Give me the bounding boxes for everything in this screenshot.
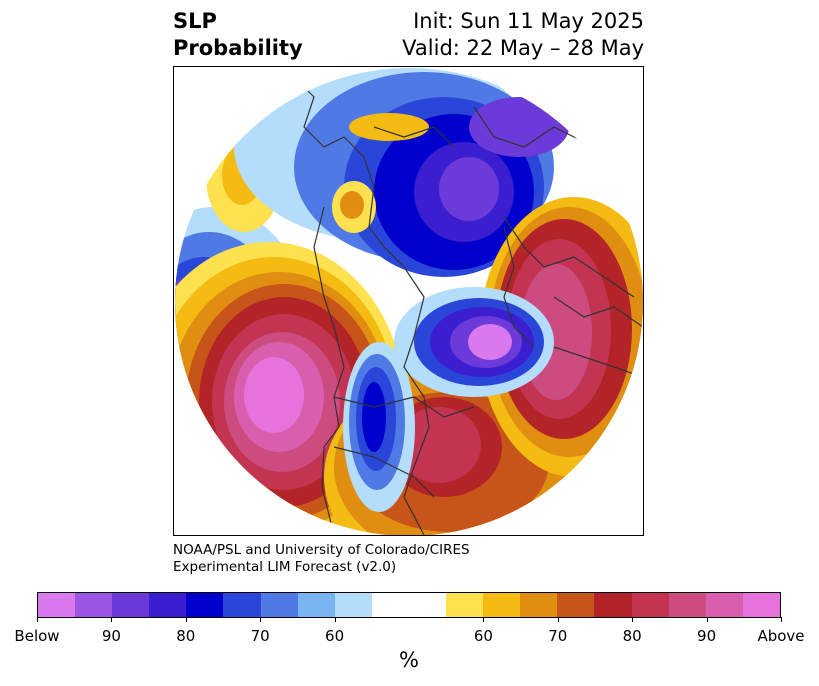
colorbar-tick-mark: [707, 617, 708, 622]
colorbar-tick-label: Below: [14, 627, 60, 645]
colorbar-segment: [371, 593, 447, 617]
colorbar-segment: [446, 593, 484, 617]
colorbar-segment: [149, 593, 187, 617]
colorbar-tick-label: 90: [101, 627, 121, 645]
colorbar-segment: [594, 593, 632, 617]
colorbar-segment: [223, 593, 261, 617]
colorbar-tick-mark: [260, 617, 261, 622]
colorbar-segment: [297, 593, 335, 617]
colorbar-tick-mark: [558, 617, 559, 622]
colorbar-segment: [75, 593, 113, 617]
probability-map: [175, 68, 643, 535]
colorbar-tick-label: 90: [697, 627, 717, 645]
colorbar-segment: [668, 593, 706, 617]
colorbar-tick-label: 70: [548, 627, 568, 645]
map-dates: Init: Sun 11 May 2025 Valid: 22 May – 28…: [402, 8, 644, 62]
valid-range: Valid: 22 May – 28 May: [402, 36, 644, 60]
colorbar-segment: [631, 593, 669, 617]
colorbar-segment: [705, 593, 743, 617]
probability-field: [175, 68, 643, 535]
colorbar-segment: [186, 593, 224, 617]
colorbar-segment: [557, 593, 595, 617]
colorbar-tick-mark: [111, 617, 112, 622]
colorbar-tick-mark: [186, 617, 187, 622]
credit-line-2: Experimental LIM Forecast (v2.0): [173, 559, 397, 575]
colorbar-segment: [483, 593, 521, 617]
colorbar-tick-label: 80: [622, 627, 642, 645]
colorbar-tick-mark: [483, 617, 484, 622]
title-quantity: Probability: [173, 36, 303, 60]
colorbar-segment: [38, 593, 76, 617]
title-variable: SLP: [173, 9, 217, 33]
colorbar-tick-label: Above: [757, 627, 805, 645]
colorbar-tick-mark: [632, 617, 633, 622]
credit-line-1: NOAA/PSL and University of Colorado/CIRE…: [173, 542, 470, 558]
colorbar: [37, 592, 781, 618]
map-panel: [173, 66, 644, 536]
init-date: Init: Sun 11 May 2025: [413, 9, 644, 33]
colorbar-unit-label: %: [399, 648, 419, 672]
colorbar-segment: [742, 593, 780, 617]
colorbar-segment: [112, 593, 150, 617]
colorbar-tick-label: 60: [473, 627, 493, 645]
map-title: SLP Probability: [173, 8, 303, 62]
colorbar-segment: [334, 593, 372, 617]
colorbar-segment: [260, 593, 298, 617]
colorbar-tick-mark: [37, 617, 38, 622]
colorbar-tick-mark: [335, 617, 336, 622]
colorbar-tick-label: 70: [250, 627, 270, 645]
colorbar-tick-mark: [781, 617, 782, 622]
colorbar-tick-label: 60: [325, 627, 345, 645]
colorbar-tick-label: 80: [176, 627, 196, 645]
credit-text: NOAA/PSL and University of Colorado/CIRE…: [173, 542, 470, 576]
colorbar-segment: [520, 593, 558, 617]
